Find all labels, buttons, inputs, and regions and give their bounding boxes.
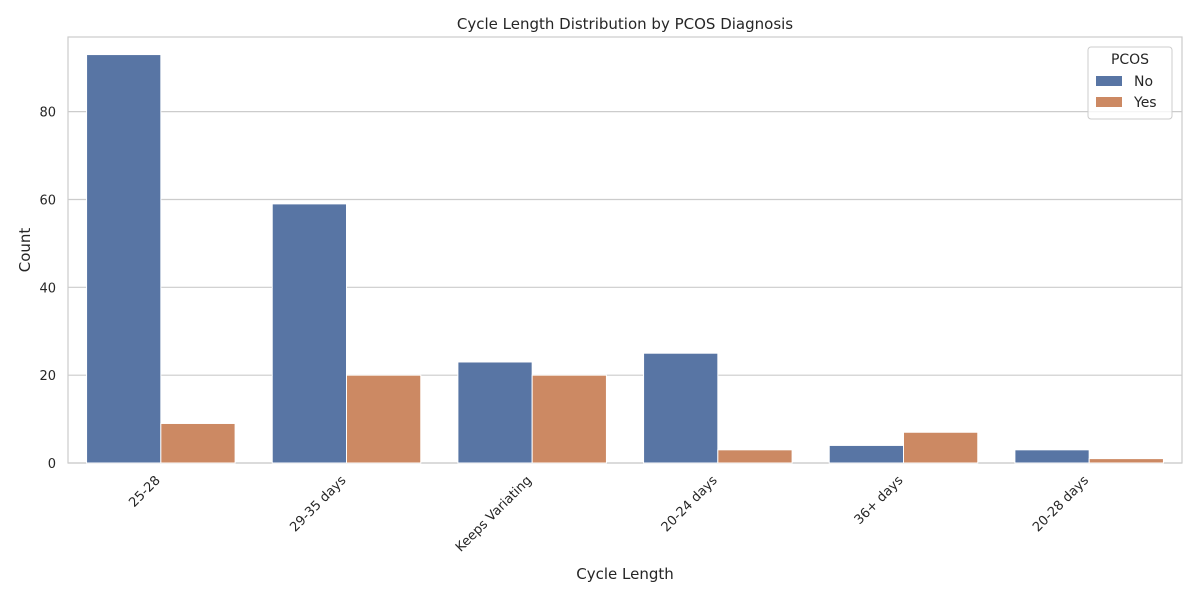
legend-label: Yes [1133, 95, 1157, 111]
bar-yes [346, 374, 422, 464]
y-tick-label: 40 [39, 281, 56, 296]
bar-yes [717, 449, 793, 464]
bar-no [271, 203, 348, 464]
chart-title: Cycle Length Distribution by PCOS Diagno… [457, 15, 793, 33]
bar-yes [1088, 458, 1164, 464]
bars [86, 54, 1164, 464]
bar-no [828, 444, 905, 464]
plot-frame [67, 36, 1183, 464]
legend-title: PCOS [1111, 52, 1149, 68]
y-tick-label: 20 [39, 369, 56, 384]
y-tick-labels: 0 20 40 60 80 [39, 106, 56, 472]
y-tick-label: 0 [48, 457, 56, 472]
y-axis-label: Count [16, 228, 34, 273]
legend-swatch [1096, 76, 1122, 86]
legend-label: No [1134, 74, 1153, 90]
y-tick-label: 80 [39, 106, 56, 121]
bar-no [643, 352, 719, 464]
bar-yes [531, 374, 607, 464]
legend: PCOS No Yes [1087, 46, 1173, 120]
legend-swatch [1096, 97, 1122, 107]
bar-no [457, 361, 533, 464]
x-axis-label: Cycle Length [576, 565, 674, 583]
bar-yes [160, 422, 236, 464]
bar-yes [903, 431, 979, 464]
bar-no [1014, 449, 1090, 464]
legend-items: No Yes [1096, 74, 1157, 111]
y-tick-label: 60 [39, 193, 56, 208]
bar-no [86, 54, 162, 464]
